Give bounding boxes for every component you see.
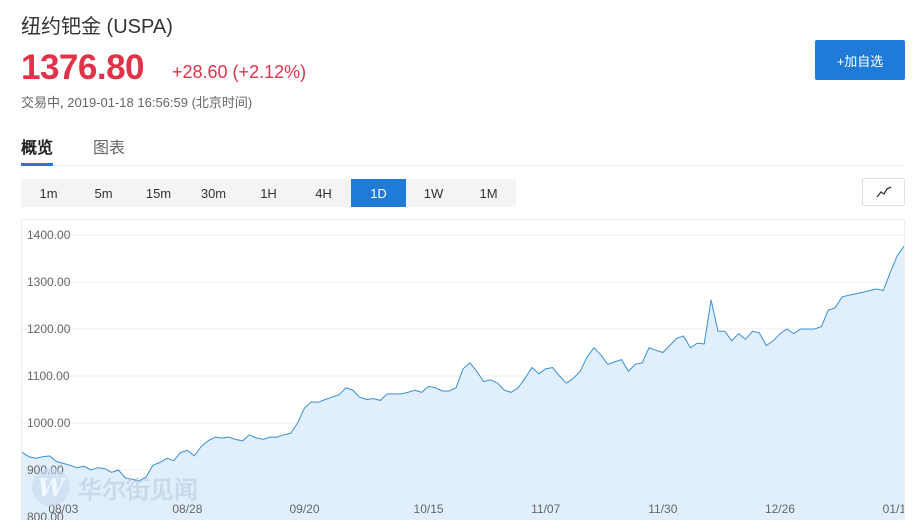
x-tick-label: 12/26: [765, 502, 795, 516]
y-tick-label: 1000.00: [27, 416, 71, 430]
y-tick-label: 1300.00: [27, 275, 71, 289]
chart-type-button[interactable]: [862, 178, 905, 206]
x-tick-label: 10/15: [414, 502, 444, 516]
y-tick-label: 800.00: [27, 510, 64, 520]
watermark-logo: W: [32, 468, 70, 506]
period-5m[interactable]: 5m: [94, 185, 113, 201]
y-tick-label: 1100.00: [27, 369, 70, 383]
period-1w[interactable]: 1W: [423, 185, 444, 201]
period-1h[interactable]: 1H: [260, 185, 277, 201]
status-time: 2019-01-18 16:56:59 (北京时间): [67, 95, 253, 110]
x-tick-label: 01/1: [883, 502, 905, 516]
status-label: 交易中: [21, 95, 61, 110]
y-tick-label: 1200.00: [27, 322, 71, 336]
period-1M[interactable]: 1M: [479, 185, 498, 201]
price-line: [22, 246, 904, 482]
add-watchlist-button[interactable]: +加自选: [815, 40, 905, 80]
period-4h[interactable]: 4H: [315, 185, 332, 201]
watermark: W 华尔街见闻: [32, 468, 198, 506]
page-title: 纽约钯金 (USPA): [21, 16, 173, 38]
price-area: [22, 246, 904, 520]
tab-chart[interactable]: 图表: [93, 140, 126, 157]
period-1d[interactable]: 1D: [351, 179, 406, 207]
price-chart[interactable]: 1400.001300.001200.001100.001000.00900.0…: [21, 219, 905, 520]
tab-overview[interactable]: 概览: [21, 134, 54, 166]
watermark-text: 华尔街见闻: [78, 474, 198, 504]
x-tick-label: 08/03: [48, 502, 78, 516]
line-chart-icon: [875, 186, 891, 198]
y-tick-label: 1400.00: [27, 228, 71, 242]
x-tick-label: 11/07: [531, 502, 560, 516]
x-tick-label: 11/30: [648, 502, 677, 516]
period-selector: 1m 5m 15m 30m 1H 4H 1D 1W 1M: [21, 179, 516, 207]
price-change: +28.60 (+2.12%): [172, 62, 307, 82]
last-price: 1376.80: [21, 48, 145, 87]
x-tick-label: 08/28: [172, 502, 202, 516]
trading-status: 交易中, 2019-01-18 16:56:59 (北京时间): [21, 95, 253, 110]
period-30m[interactable]: 30m: [200, 185, 227, 201]
tab-bar: 概览 图表: [21, 134, 905, 166]
period-15m[interactable]: 15m: [145, 185, 172, 201]
x-tick-label: 09/20: [290, 502, 320, 516]
price-chart-svg: 1400.001300.001200.001100.001000.00900.0…: [22, 228, 905, 520]
period-1m[interactable]: 1m: [39, 185, 58, 201]
